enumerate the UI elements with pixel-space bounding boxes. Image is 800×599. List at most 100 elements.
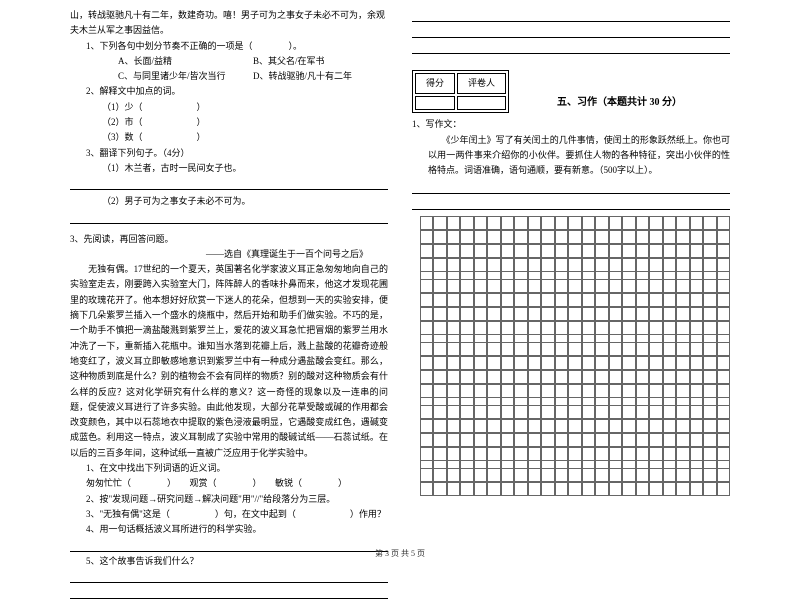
intro-text: 山，转战驱驰凡十有二年，数建奇功。嘻！男子可为之事女子未必不可为，余观夫木兰从军…: [70, 8, 388, 39]
grid-cell: [609, 279, 622, 293]
grid-cell: [514, 293, 527, 307]
grid-cell: [568, 258, 581, 272]
page-footer: 第 3 页 共 5 页: [0, 548, 800, 559]
q2b: （2）市（ ）: [70, 115, 388, 130]
grid-cell: [690, 307, 703, 321]
grid-cell: [663, 356, 676, 370]
grid-cell: [514, 433, 527, 447]
grid-cell: [676, 468, 689, 482]
grid-cell: [595, 468, 608, 482]
grid-cell: [595, 447, 608, 461]
grid-cell: [541, 293, 554, 307]
grid-cell: [703, 468, 716, 482]
grid-cell: [717, 258, 730, 272]
grid-cell: [717, 244, 730, 258]
grid-cell: [595, 244, 608, 258]
grid-cell: [555, 370, 568, 384]
grid-cell: [514, 419, 527, 433]
q2c: （3）数（ ）: [70, 130, 388, 145]
grid-cell: [649, 244, 662, 258]
grid-cell: [649, 384, 662, 398]
grid-row: [420, 482, 730, 496]
grid-cell: [460, 244, 473, 258]
grid-cell: [555, 279, 568, 293]
left-column: 山，转战驱驰凡十有二年，数建奇功。嘻！男子可为之事女子未必不可为，余观夫木兰从军…: [30, 8, 400, 540]
grid-cell: [582, 216, 595, 230]
grid-cell: [514, 405, 527, 419]
grid-cell: [717, 307, 730, 321]
grid-cell: [595, 405, 608, 419]
grid-cell: [703, 230, 716, 244]
grid-cell: [514, 468, 527, 482]
grid-cell: [595, 279, 608, 293]
grid-cell: [501, 447, 514, 461]
answer-line-1: [70, 176, 388, 190]
grid-cell: [582, 447, 595, 461]
grid-row: [420, 370, 730, 384]
grid-cell: [474, 244, 487, 258]
grid-cell: [595, 384, 608, 398]
grid-cell: [663, 258, 676, 272]
grid-cell: [568, 279, 581, 293]
grid-cell: [460, 258, 473, 272]
grid-cell: [541, 307, 554, 321]
grid-row: [420, 293, 730, 307]
grid-cell: [447, 447, 460, 461]
grid-cell: [636, 230, 649, 244]
grid-cell: [568, 447, 581, 461]
score-cell-2: [457, 96, 506, 110]
grid-cell: [541, 433, 554, 447]
grid-cell: [447, 216, 460, 230]
grid-cell: [663, 342, 676, 356]
grid-cell: [703, 244, 716, 258]
grid-cell: [487, 384, 500, 398]
grid-cell: [501, 244, 514, 258]
grid-cell: [609, 370, 622, 384]
grid-cell: [676, 356, 689, 370]
grid-cell: [582, 384, 595, 398]
grid-cell: [717, 293, 730, 307]
grid-cell: [528, 216, 541, 230]
zw-line-1: [412, 180, 730, 194]
grid-cell: [447, 384, 460, 398]
zw-num: 1、写作文：: [412, 117, 730, 132]
grid-cell: [636, 356, 649, 370]
grid-cell: [636, 384, 649, 398]
grid-cell: [582, 244, 595, 258]
grid-cell: [460, 293, 473, 307]
grid-cell: [528, 447, 541, 461]
grid-cell: [474, 370, 487, 384]
grid-cell: [433, 258, 446, 272]
grid-cell: [703, 356, 716, 370]
grid-cell: [420, 405, 433, 419]
grid-cell: [474, 216, 487, 230]
grid-cell: [609, 433, 622, 447]
grid-cell: [474, 342, 487, 356]
grid-cell: [663, 433, 676, 447]
grid-cell: [420, 433, 433, 447]
grid-cell: [447, 258, 460, 272]
grid-cell: [487, 447, 500, 461]
grid-cell: [649, 258, 662, 272]
grid-cell: [622, 356, 635, 370]
grid-cell: [433, 384, 446, 398]
grid-cell: [663, 293, 676, 307]
grid-cell: [460, 356, 473, 370]
grid-cell: [649, 230, 662, 244]
grid-cell: [555, 433, 568, 447]
grid-cell: [541, 321, 554, 335]
grid-cell: [555, 405, 568, 419]
grid-cell: [703, 447, 716, 461]
grid-cell: [474, 230, 487, 244]
grid-cell: [703, 293, 716, 307]
grid-cell: [555, 482, 568, 496]
grid-cell: [649, 433, 662, 447]
grid-cell: [622, 447, 635, 461]
grid-cell: [528, 258, 541, 272]
q1-opt-c: C、与同里诸少年/皆次当行: [118, 69, 253, 84]
grid-cell: [622, 370, 635, 384]
grid-cell: [433, 468, 446, 482]
grid-cell: [690, 405, 703, 419]
grid-cell: [501, 279, 514, 293]
grid-cell: [460, 419, 473, 433]
